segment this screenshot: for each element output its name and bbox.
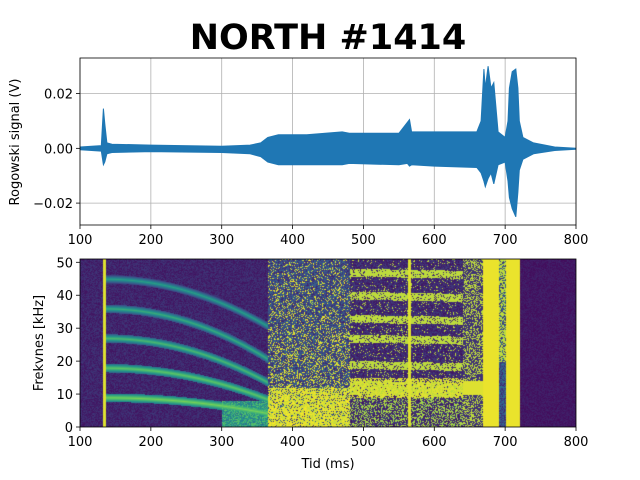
signal-x-tick-label: 800 (564, 233, 589, 248)
signal-x-tick-label: 400 (280, 233, 305, 248)
signal-y-axis-label: Rogowski signal (V) (8, 79, 23, 206)
spectrogram-x-tick-label: 600 (422, 435, 447, 450)
spectrogram-y-tick-label: 0 (65, 421, 73, 436)
signal-y-tick-label: 0.02 (44, 88, 73, 103)
spectrogram-y-tick-label: 40 (56, 289, 73, 304)
spectrogram-y-axis-label: Frekvnes [kHz] (32, 295, 47, 391)
signal-y-tick-label: −0.02 (33, 197, 73, 212)
spectrogram-x-tick-label: 200 (138, 435, 163, 450)
chart-title: NORTH #1414 (190, 18, 467, 58)
signal-axes-frame (79, 57, 577, 226)
spectrogram-x-tick-label: 400 (280, 435, 305, 450)
signal-x-tick-label: 100 (68, 233, 93, 248)
signal-panel: 100 200 300 400 500 600 700 800 −0.02 0.00 0.02 Ro… (8, 57, 588, 248)
spectrogram-ticks: 100 200 300 400 500 600 700 800 0 10 20 30 40 50 (56, 256, 588, 450)
spectrogram-x-axis-label: Tid (ms) (300, 457, 354, 472)
signal-x-tick-label: 200 (138, 233, 163, 248)
signal-x-tick-label: 300 (209, 233, 234, 248)
spectrogram-heatmap (80, 259, 576, 427)
spectrogram-panel: 100 200 300 400 500 600 700 800 0 10 20 30 40 50 Tid … (32, 256, 588, 472)
rogowski-signal-series (80, 66, 576, 218)
spectrogram-y-tick-label: 50 (56, 256, 73, 271)
signal-x-tick-label: 700 (493, 233, 518, 248)
signal-x-tick-label: 600 (422, 233, 447, 248)
spectrogram-y-tick-label: 30 (56, 322, 73, 337)
signal-y-tick-label: 0.00 (44, 142, 73, 157)
spectrogram-y-tick-label: 10 (56, 388, 73, 403)
spectrogram-x-tick-label: 800 (564, 435, 589, 450)
spectrogram-x-tick-label: 500 (351, 435, 376, 450)
signal-x-tick-label: 500 (351, 233, 376, 248)
spectrogram-x-tick-label: 700 (493, 435, 518, 450)
signal-ticks: 100 200 300 400 500 600 700 800 −0.02 0.00 0.02 (33, 88, 588, 248)
spectrogram-image-holder (80, 259, 576, 427)
spectrogram-x-tick-label: 100 (68, 435, 93, 450)
spectrogram-x-tick-label: 300 (209, 435, 234, 450)
spectrogram-y-tick-label: 20 (56, 355, 73, 370)
spectrogram-axes-frame (79, 258, 577, 428)
